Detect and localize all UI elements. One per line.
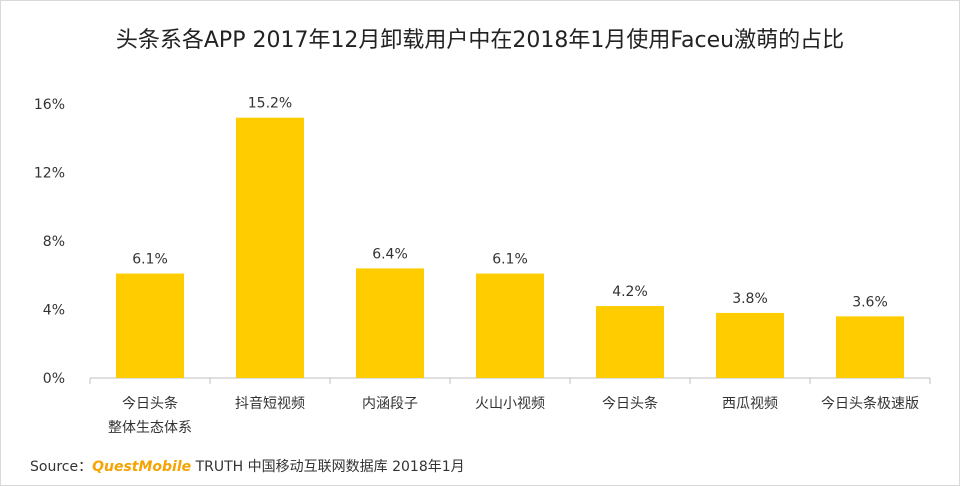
data-label: 6.1% bbox=[132, 252, 168, 268]
bar bbox=[716, 312, 784, 378]
source-brand: QuestMobile bbox=[92, 459, 192, 475]
bar bbox=[116, 273, 184, 378]
y-tick-label: 8% bbox=[43, 234, 65, 250]
y-tick-label: 0% bbox=[43, 371, 65, 387]
y-tick-label: 4% bbox=[43, 303, 65, 319]
y-tick-label: 16% bbox=[34, 97, 65, 113]
bar bbox=[836, 316, 904, 378]
data-label: 15.2% bbox=[248, 96, 292, 112]
x-tick-label: 西瓜视频 bbox=[722, 396, 778, 412]
y-tick-label: 12% bbox=[34, 166, 65, 182]
data-label: 6.4% bbox=[372, 246, 408, 262]
bar bbox=[356, 268, 424, 378]
x-tick-label: 内涵段子 bbox=[362, 396, 418, 412]
x-tick-label: 今日头条极速版 bbox=[821, 395, 919, 412]
x-tick-label: 整体生态体系 bbox=[108, 420, 192, 436]
data-label: 3.6% bbox=[852, 294, 888, 310]
x-tick-label: 今日头条 bbox=[602, 395, 658, 412]
source-text: TRUTH 中国移动互联网数据库 2018年1月 bbox=[191, 459, 465, 475]
x-tick-label: 火山小视频 bbox=[475, 396, 545, 412]
data-label: 6.1% bbox=[492, 252, 528, 268]
bar bbox=[596, 306, 664, 378]
x-tick-label: 今日头条 bbox=[122, 395, 178, 412]
chart-title: 头条系各APP 2017年12月卸载用户中在2018年1月使用Faceu激萌的占… bbox=[115, 28, 845, 53]
source-prefix: Source： bbox=[30, 459, 93, 475]
data-label: 3.8% bbox=[732, 291, 768, 307]
bar bbox=[476, 273, 544, 378]
data-label: 4.2% bbox=[612, 284, 648, 300]
x-tick-label: 抖音短视频 bbox=[235, 395, 305, 412]
bar bbox=[236, 117, 304, 378]
source-note: Source：QuestMobile TRUTH 中国移动互联网数据库 2018… bbox=[30, 456, 465, 476]
